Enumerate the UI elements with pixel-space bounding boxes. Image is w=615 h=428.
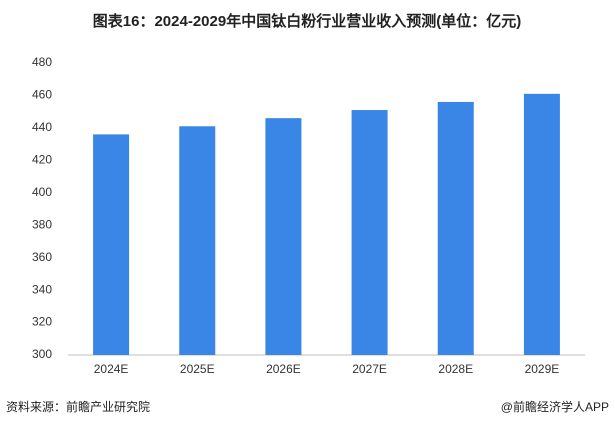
y-tick-label: 360 <box>32 250 52 264</box>
y-tick-label: 460 <box>32 88 52 102</box>
y-tick-label: 300 <box>32 347 52 361</box>
x-tick-label: 2028E <box>438 362 473 376</box>
bar <box>437 101 474 355</box>
y-tick-label: 380 <box>32 217 52 231</box>
x-tick-label: 2027E <box>352 362 387 376</box>
y-tick-label: 400 <box>32 185 52 199</box>
x-tick-label: 2024E <box>94 362 129 376</box>
y-tick-label: 480 <box>32 55 52 69</box>
chart-title: 图表16：2024-2029年中国钛白粉行业营业收入预测(单位：亿元) <box>93 12 521 30</box>
bar <box>351 110 388 356</box>
source-note: 资料来源：前瞻产业研究院 <box>6 399 150 414</box>
x-tick-label: 2026E <box>266 362 301 376</box>
bar <box>93 134 130 355</box>
y-tick-label: 340 <box>32 282 52 296</box>
y-tick-label: 440 <box>32 120 52 134</box>
bar <box>265 118 302 356</box>
x-tick-label: 2029E <box>525 362 560 376</box>
y-tick-label: 420 <box>32 153 52 167</box>
y-tick-label: 320 <box>32 315 52 329</box>
bar <box>523 93 560 356</box>
credit-note: @前瞻经济学人APP <box>501 399 609 414</box>
x-tick-label: 2025E <box>180 362 215 376</box>
bar <box>179 126 216 356</box>
